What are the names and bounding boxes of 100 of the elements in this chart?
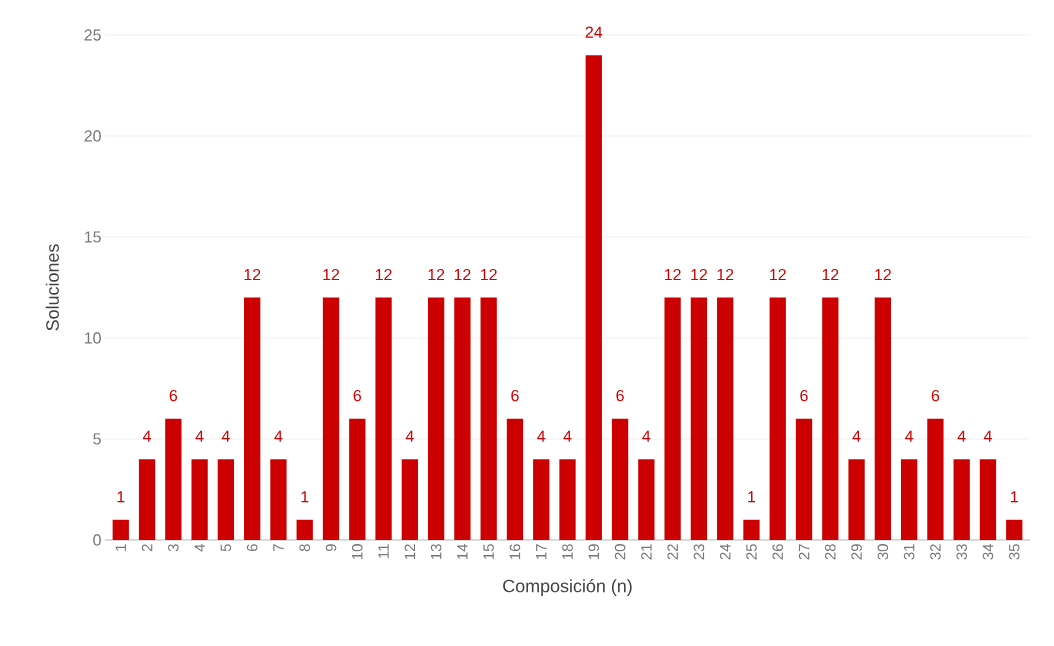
x-tick-label: 4	[194, 543, 205, 552]
bar	[979, 459, 997, 540]
data-label: 1	[748, 491, 756, 503]
bar	[769, 297, 786, 540]
bar	[1006, 519, 1023, 540]
data-label: 6	[800, 389, 808, 402]
x-tick-label: 28	[825, 544, 836, 560]
data-label: 4	[537, 430, 546, 442]
x-tick-label: 20	[614, 544, 626, 560]
x-tick-label: 21	[641, 544, 652, 560]
bar	[375, 297, 392, 540]
bar	[349, 418, 366, 540]
x-tick-label: 24	[719, 543, 731, 560]
x-tick-label: 6	[246, 544, 258, 552]
data-label: 12	[717, 268, 734, 281]
bar	[138, 459, 156, 540]
x-axis-title: Composición (n)	[503, 578, 632, 596]
bar	[427, 297, 445, 540]
data-label: 24	[585, 26, 603, 38]
x-tick-label: 27	[798, 544, 810, 560]
bar	[664, 297, 681, 540]
data-label: 4	[957, 430, 966, 442]
x-tick-label: 13	[430, 544, 442, 559]
data-label: 4	[221, 430, 230, 442]
bar	[717, 297, 734, 540]
bar	[401, 459, 418, 540]
data-label: 1	[117, 491, 125, 503]
bar	[217, 459, 235, 540]
x-tick-label: 15	[483, 544, 494, 559]
x-tick-label: 32	[930, 544, 941, 560]
data-label: 4	[983, 430, 992, 442]
bar	[953, 459, 970, 540]
bar	[927, 418, 944, 540]
bar	[690, 297, 708, 540]
x-tick-label: 10	[351, 544, 363, 559]
data-label: 4	[905, 430, 914, 442]
x-tick-label: 17	[536, 544, 547, 559]
bar	[165, 418, 182, 540]
bar	[270, 459, 287, 540]
data-label: 12	[664, 268, 681, 281]
bar	[559, 459, 576, 540]
y-tick-label: 10	[84, 332, 101, 344]
bar	[191, 459, 208, 540]
data-label: 12	[244, 268, 261, 281]
data-label: 6	[353, 389, 362, 402]
bar	[533, 459, 550, 540]
data-label: 4	[274, 430, 283, 442]
bar	[585, 55, 602, 540]
data-label: 6	[616, 389, 624, 402]
x-tick-label: 29	[851, 544, 862, 560]
data-label: 1	[301, 491, 309, 503]
x-tick-label: 35	[1008, 544, 1020, 560]
data-label: 4	[642, 430, 651, 442]
data-label: 4	[563, 430, 572, 442]
data-label: 12	[770, 268, 786, 281]
bar	[874, 297, 891, 540]
x-tick-label: 1	[115, 544, 126, 551]
x-tick-label: 7	[273, 544, 284, 552]
x-tick-label: 18	[562, 544, 573, 559]
y-tick-label: 20	[84, 130, 101, 142]
x-tick-label: 25	[746, 544, 757, 560]
x-tick-label: 2	[141, 544, 153, 552]
x-tick-label: 16	[509, 544, 521, 559]
y-tick-label: 5	[93, 433, 101, 445]
x-tick-label: 19	[588, 544, 600, 559]
x-tick-label: 34	[982, 543, 994, 560]
bar	[244, 297, 261, 540]
x-tick-label: 8	[299, 544, 311, 552]
bar	[506, 418, 524, 540]
data-label: 12	[454, 268, 471, 281]
x-tick-label: 5	[220, 544, 232, 552]
y-tick-label: 25	[84, 29, 101, 41]
data-label: 12	[822, 268, 839, 281]
bar	[454, 297, 471, 540]
bar	[112, 519, 129, 540]
data-label: 1	[1011, 491, 1018, 503]
x-tick-label: 14	[457, 543, 468, 559]
x-tick-label: 30	[877, 544, 889, 560]
data-label: 12	[323, 268, 340, 281]
bar	[743, 519, 760, 540]
bar	[795, 418, 813, 540]
y-tick-label: 0	[93, 534, 101, 546]
x-tick-label: 3	[168, 544, 179, 552]
data-label: 4	[405, 430, 414, 442]
bar	[296, 519, 313, 540]
data-label: 6	[169, 389, 178, 402]
y-tick-label: 15	[84, 231, 101, 243]
bar	[822, 297, 839, 540]
data-label: 4	[852, 430, 861, 442]
x-tick-label: 26	[772, 544, 784, 560]
x-tick-label: 31	[903, 544, 915, 560]
x-tick-label: 23	[693, 544, 705, 560]
y-axis-title: Soluciones	[45, 244, 59, 331]
data-label: 12	[428, 268, 445, 281]
data-label: 12	[691, 268, 707, 281]
bar	[638, 459, 655, 540]
data-label: 6	[931, 389, 940, 402]
data-label: 4	[195, 430, 204, 442]
bar	[611, 418, 629, 540]
x-tick-label: 33	[956, 544, 967, 560]
